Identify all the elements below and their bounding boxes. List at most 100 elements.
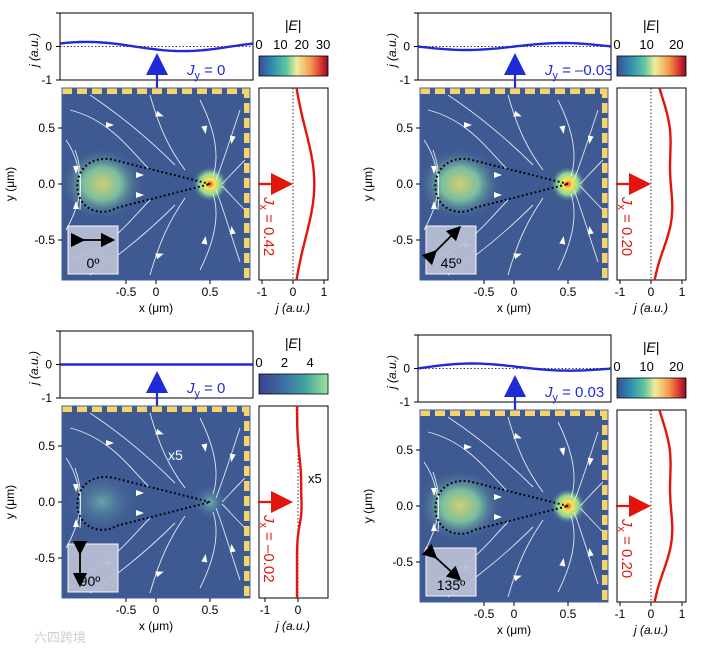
jx-tick-label: -1	[615, 607, 626, 621]
streamline	[199, 511, 217, 589]
jy-ytick-label: 0	[45, 40, 52, 54]
streamline	[149, 94, 186, 171]
stream-arrow-icon	[155, 253, 164, 260]
jx-tick-label: 1	[679, 285, 686, 299]
label-symbol: J	[544, 384, 553, 401]
colorbar-gradient	[616, 377, 687, 399]
x-axis-label: x (μm)	[139, 301, 173, 315]
label-value: = 0.20	[618, 532, 635, 578]
stream-arrow-icon	[494, 514, 502, 520]
jx-tick-label: -1	[260, 603, 271, 617]
head-glow	[60, 148, 144, 220]
colorbar-tick-label: 4	[306, 355, 313, 370]
x-tick-label: 0	[511, 607, 518, 621]
x-tick-label: 0.5	[560, 607, 577, 621]
stream-arrow-icon	[494, 172, 502, 178]
streamline	[507, 197, 544, 276]
stream-arrow-icon	[513, 253, 522, 260]
streamline	[579, 481, 604, 507]
streamline	[557, 99, 575, 177]
colorbar-tick-label: 30	[316, 37, 330, 52]
streamline	[579, 159, 604, 185]
jy-axis-label: j (a.u.)	[385, 355, 399, 391]
colorbar-tick-label: 2	[281, 355, 288, 370]
stream-arrow-icon	[106, 122, 114, 128]
stream-arrow-icon	[229, 135, 236, 144]
streamline	[573, 511, 599, 585]
streamline	[221, 503, 246, 529]
colorbar-title: |E|	[643, 339, 660, 355]
polarization-box: 90º	[67, 540, 119, 593]
polarization-angle-label: 0º	[87, 255, 100, 271]
jx-tick-label: 1	[321, 285, 328, 299]
x-tick-label: 0.5	[560, 285, 577, 299]
x-tick-label: -0.5	[116, 285, 137, 299]
field-map: x5 90º -0.5 0 0.5 x (μm) 0.5 0.0 -0.5 y (μm)	[3, 405, 251, 633]
label-value: = 0.03	[558, 384, 604, 401]
map-scale-annotation: x5	[168, 447, 183, 463]
y-axis-label: y (μm)	[361, 489, 375, 523]
stream-arrow-icon	[229, 226, 236, 235]
x-tick-label: -0.5	[474, 285, 495, 299]
jy-ytick-label: -1	[41, 73, 52, 87]
colorbar: |E| 0 10 20 30	[255, 17, 330, 77]
colorbar-tick-label: 20	[669, 37, 683, 52]
label-subscript: y	[195, 70, 201, 82]
label-symbol: J	[186, 380, 195, 397]
streamline	[149, 412, 186, 489]
jx-curve	[653, 409, 674, 603]
stream-arrow-icon	[431, 201, 437, 209]
jy-curve	[59, 40, 254, 53]
streamline	[507, 416, 544, 493]
label-subscript: x	[257, 523, 269, 529]
y-tick-label: 0.5	[396, 121, 413, 135]
y-axis-label: y (μm)	[361, 167, 375, 201]
stream-arrow-icon	[431, 166, 437, 174]
stream-arrow-icon	[587, 135, 594, 144]
jy-value-label: Jy = 0	[186, 380, 225, 400]
field-map: 0º -0.5 0 0.5 x (μm) 0.5 0.0 -0.5 y (μm)	[3, 87, 251, 315]
y-tick-label: -0.5	[392, 555, 413, 569]
stream-arrow-icon	[229, 544, 236, 553]
jy-axis-label: j (a.u.)	[27, 33, 41, 69]
colorbar-tick-label: 10	[639, 37, 653, 52]
stream-arrow-icon	[513, 432, 522, 439]
jy-axis-label: j (a.u.)	[27, 351, 41, 387]
streamline	[573, 431, 599, 503]
jx-curve	[295, 87, 316, 281]
streamline	[579, 507, 604, 533]
streamline	[149, 197, 186, 276]
label-value: = 0.20	[618, 210, 635, 256]
label-subscript: x	[257, 205, 269, 211]
streamline	[557, 515, 575, 593]
jx-tick-label: 1	[679, 607, 686, 621]
jy-axis-label: j (a.u.)	[385, 33, 399, 69]
jy-ytick-label: 0	[403, 362, 410, 376]
stream-arrow-icon	[431, 488, 437, 496]
jy-value-label: Jy = 0.03	[544, 384, 604, 404]
streamline	[423, 139, 440, 211]
head-glow	[418, 470, 502, 542]
y-tick-label: 0.5	[396, 443, 413, 457]
jx-strip: x5 -1 0 j (a.u.) Jx = –0.02	[257, 405, 329, 633]
x-tick-label: 0	[153, 603, 160, 617]
streamline	[579, 185, 604, 211]
stream-arrow-icon	[155, 428, 164, 435]
streamline	[557, 193, 575, 271]
streamline	[447, 94, 534, 166]
field-map: 135º -0.5 0 0.5 x (μm) 0.5 0.0 -0.5 y (μm)	[361, 409, 609, 637]
streamline	[573, 109, 599, 181]
polarization-angle-label: 90º	[80, 573, 101, 589]
colorbar-title: |E|	[285, 335, 302, 351]
jy-strip: 0 -1j (a.u.) Jy = 0	[27, 330, 254, 410]
streamline	[215, 507, 241, 581]
y-tick-label: 0.0	[396, 177, 413, 191]
jx-tick-label: 0	[290, 285, 297, 299]
colorbar-title: |E|	[285, 17, 302, 33]
x-tick-label: -0.5	[116, 603, 137, 617]
jx-axis-label: j (a.u.)	[632, 301, 668, 315]
